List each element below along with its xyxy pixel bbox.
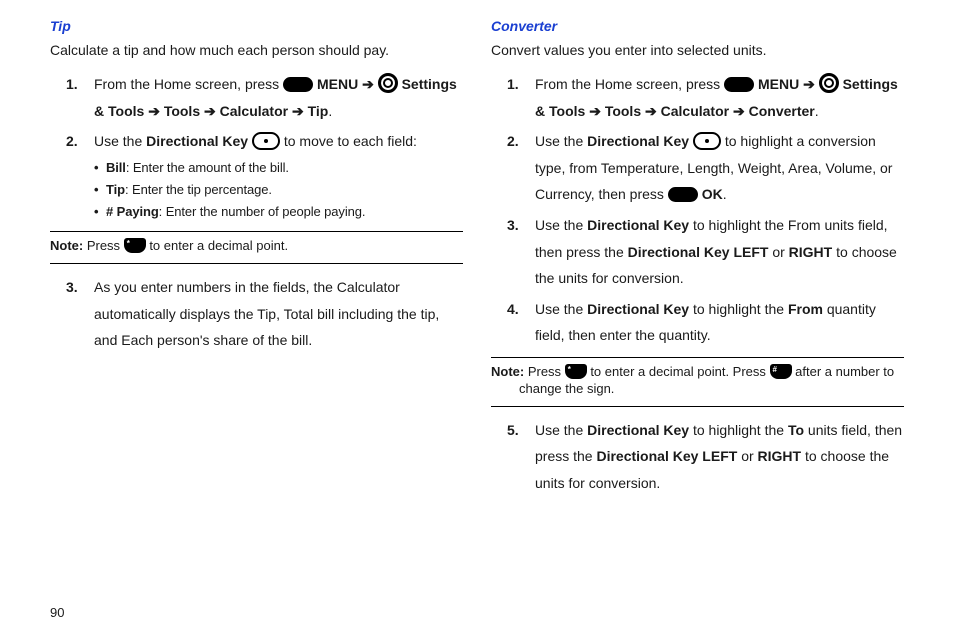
directional-key-icon xyxy=(252,132,280,150)
from-label: From xyxy=(788,301,823,317)
right-column: Converter Convert values you enter into … xyxy=(477,18,918,636)
text: Use the xyxy=(535,217,587,233)
note-label: Note: xyxy=(491,364,524,379)
text: : Enter the number of people paying. xyxy=(159,204,366,219)
text: to highlight the xyxy=(693,422,788,438)
ok-key-icon xyxy=(668,187,698,202)
calculator-label: Calculator xyxy=(220,103,288,119)
text: to move to each field: xyxy=(284,133,417,149)
converter-note: Note: Press * to enter a decimal point. … xyxy=(491,357,904,407)
tools-label: Tools xyxy=(164,103,200,119)
arrow-icon: ➔ xyxy=(803,76,819,92)
dk-left-label: Directional Key LEFT xyxy=(596,448,737,464)
tip-step-3: As you enter numbers in the fields, the … xyxy=(72,274,463,354)
arrow-icon: ➔ xyxy=(645,103,661,119)
arrow-icon: ➔ xyxy=(148,103,164,119)
text: to highlight the xyxy=(693,301,788,317)
text: to enter a decimal point. Press xyxy=(590,364,769,379)
converter-steps-cont: Use the Directional Key to highlight the… xyxy=(513,417,904,497)
directional-key-label: Directional Key xyxy=(587,301,689,317)
dk-right-label: RIGHT xyxy=(758,448,802,464)
tip-step-1: From the Home screen, press MENU ➔ Setti… xyxy=(72,71,463,124)
directional-key-label: Directional Key xyxy=(587,133,689,149)
arrow-icon: ➔ xyxy=(204,103,220,119)
menu-key-icon xyxy=(724,77,754,92)
arrow-icon: ➔ xyxy=(589,103,605,119)
label: Bill xyxy=(106,160,126,175)
tip-heading: Tip xyxy=(50,18,463,34)
calculator-label: Calculator xyxy=(661,103,729,119)
text: Use the xyxy=(535,133,587,149)
tip-steps: From the Home screen, press MENU ➔ Setti… xyxy=(72,71,463,223)
key-label: * xyxy=(568,365,572,375)
arrow-icon: ➔ xyxy=(362,76,378,92)
pound-key-icon: # xyxy=(770,364,792,379)
menu-key-icon xyxy=(283,77,313,92)
star-key-icon: * xyxy=(565,364,587,379)
tip-label: Tip xyxy=(308,103,329,119)
text: From the Home screen, press xyxy=(535,76,724,92)
text: Press xyxy=(524,364,564,379)
conv-step-1: From the Home screen, press MENU ➔ Setti… xyxy=(513,71,904,124)
menu-label: MENU xyxy=(317,76,358,92)
text: : Enter the amount of the bill. xyxy=(126,160,289,175)
page: Tip Calculate a tip and how much each pe… xyxy=(0,0,954,636)
left-column: Tip Calculate a tip and how much each pe… xyxy=(36,18,477,636)
converter-steps: From the Home screen, press MENU ➔ Setti… xyxy=(513,71,904,349)
page-number: 90 xyxy=(50,605,64,620)
note-label: Note: xyxy=(50,238,83,253)
text: after a number to xyxy=(795,364,894,379)
label: # Paying xyxy=(106,204,159,219)
converter-label: Converter xyxy=(749,103,815,119)
directional-key-label: Directional Key xyxy=(587,217,689,233)
label: Tip xyxy=(106,182,125,197)
directional-key-label: Directional Key xyxy=(587,422,689,438)
star-key-icon: * xyxy=(124,238,146,253)
arrow-icon: ➔ xyxy=(292,103,308,119)
text: : Enter the tip percentage. xyxy=(125,182,272,197)
converter-heading: Converter xyxy=(491,18,904,34)
tip-note: Note: Press * to enter a decimal point. xyxy=(50,231,463,264)
conv-step-5: Use the Directional Key to highlight the… xyxy=(513,417,904,497)
text: or xyxy=(772,244,788,260)
directional-key-icon xyxy=(693,132,721,150)
to-label: To xyxy=(788,422,804,438)
directional-ring-icon xyxy=(378,73,398,93)
tip-step-2: Use the Directional Key to move to each … xyxy=(72,128,463,223)
text: to enter a decimal point. xyxy=(149,238,288,253)
tip-subfields: Bill: Enter the amount of the bill. Tip:… xyxy=(94,157,463,223)
key-label: # xyxy=(773,365,778,375)
text: Use the xyxy=(94,133,146,149)
sub-tip: Tip: Enter the tip percentage. xyxy=(94,179,463,201)
directional-key-label: Directional Key xyxy=(146,133,248,149)
dk-right-label: RIGHT xyxy=(789,244,833,260)
arrow-icon: ➔ xyxy=(733,103,749,119)
key-label: * xyxy=(127,239,131,249)
dk-left-label: Directional Key LEFT xyxy=(628,244,769,260)
converter-intro: Convert values you enter into selected u… xyxy=(491,40,904,61)
tip-intro: Calculate a tip and how much each person… xyxy=(50,40,463,61)
text: or xyxy=(741,448,757,464)
conv-step-2: Use the Directional Key to highlight a c… xyxy=(513,128,904,208)
tools-label: Tools xyxy=(605,103,641,119)
conv-step-4: Use the Directional Key to highlight the… xyxy=(513,296,904,349)
text: From the Home screen, press xyxy=(94,76,283,92)
ok-label: OK xyxy=(702,186,723,202)
text: Use the xyxy=(535,301,587,317)
text: Press xyxy=(83,238,123,253)
text: Use the xyxy=(535,422,587,438)
text: change the sign. xyxy=(519,381,904,398)
tip-steps-cont: As you enter numbers in the fields, the … xyxy=(72,274,463,354)
sub-paying: # Paying: Enter the number of people pay… xyxy=(94,201,463,223)
sub-bill: Bill: Enter the amount of the bill. xyxy=(94,157,463,179)
menu-label: MENU xyxy=(758,76,799,92)
conv-step-3: Use the Directional Key to highlight the… xyxy=(513,212,904,292)
directional-ring-icon xyxy=(819,73,839,93)
